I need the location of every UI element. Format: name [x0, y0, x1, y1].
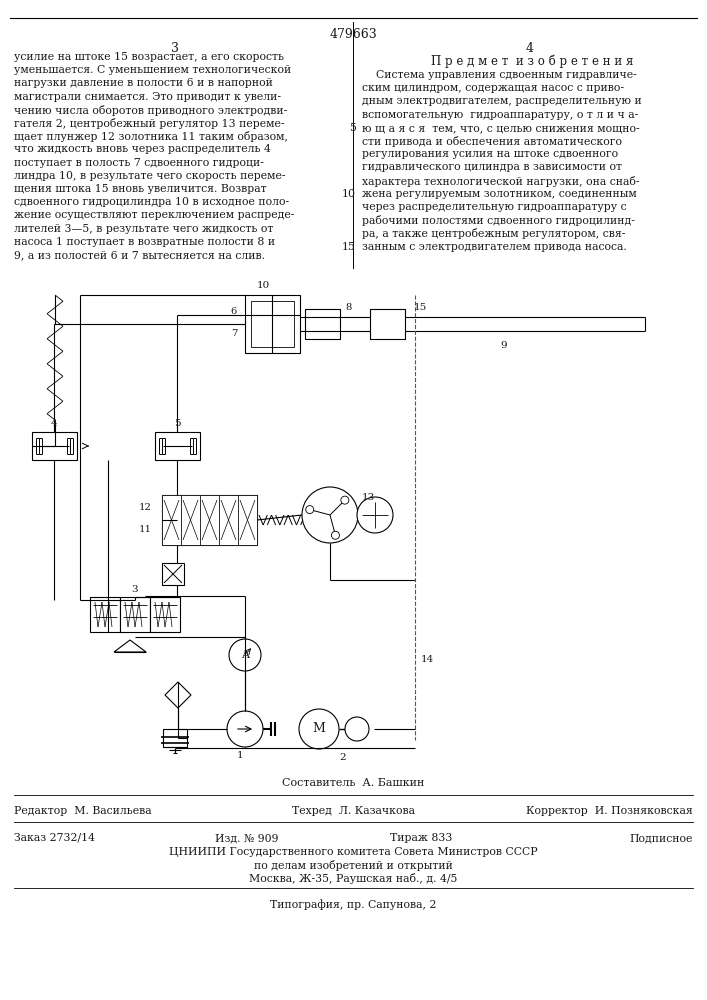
Text: ра, а также центробежным регулятором, свя-: ра, а также центробежным регулятором, св… [362, 228, 626, 239]
Text: 5: 5 [349, 123, 356, 133]
Text: поступает в полость 7 сдвоенного гидроци-: поступает в полость 7 сдвоенного гидроци… [14, 158, 264, 168]
Text: A: A [241, 650, 249, 660]
Bar [162, 495, 181, 545]
Text: Изд. № 909: Изд. № 909 [215, 833, 279, 843]
Bar [305, 309, 340, 339]
Text: 3: 3 [171, 42, 179, 55]
Bar [200, 495, 219, 545]
Bar [181, 495, 200, 545]
Text: Тираж 833: Тираж 833 [390, 833, 452, 843]
Circle shape [299, 709, 339, 749]
Text: 9: 9 [500, 342, 507, 351]
Text: 2: 2 [339, 752, 346, 762]
Text: Составитель  А. Башкин: Составитель А. Башкин [282, 778, 425, 788]
Text: Москва, Ж-35, Раушская наб., д. 4/5: Москва, Ж-35, Раушская наб., д. 4/5 [250, 873, 457, 884]
Circle shape [227, 711, 263, 747]
Text: сдвоенного гидроцилиндра 10 в исходное поло-: сдвоенного гидроцилиндра 10 в исходное п… [14, 197, 289, 207]
Text: 4: 4 [526, 42, 534, 55]
Circle shape [357, 497, 393, 533]
Text: через распределительную гидроаппаратуру с: через распределительную гидроаппаратуру … [362, 202, 626, 212]
Text: жена регулируемым золотником, соединенным: жена регулируемым золотником, соединенны… [362, 189, 637, 199]
Text: вспомогательную  гидроаппаратуру, о т л и ч а-: вспомогательную гидроаппаратуру, о т л и… [362, 110, 638, 120]
Text: 13: 13 [362, 492, 375, 502]
Bar [32, 432, 77, 460]
Bar [162, 563, 184, 585]
Text: чению числа оборотов приводного электродви-: чению числа оборотов приводного электрод… [14, 105, 287, 116]
Bar [120, 597, 150, 632]
Text: гателя 2, центробежный регулятор 13 переме-: гателя 2, центробежный регулятор 13 пере… [14, 118, 284, 129]
Circle shape [302, 487, 358, 543]
Text: щает плунжер 12 золотника 11 таким образом,: щает плунжер 12 золотника 11 таким образ… [14, 131, 288, 142]
Text: 479663: 479663 [329, 28, 378, 41]
Text: нагрузки давление в полости 6 и в напорной: нагрузки давление в полости 6 и в напорн… [14, 78, 273, 88]
Text: гидравлического цилиндра в зависимости от: гидравлического цилиндра в зависимости о… [362, 162, 622, 172]
Text: Заказ 2732/14: Заказ 2732/14 [14, 833, 95, 843]
Text: 5: 5 [174, 420, 180, 428]
Text: 4: 4 [51, 420, 57, 428]
Text: 1: 1 [237, 750, 243, 760]
Text: Техред  Л. Казачкова: Техред Л. Казачкова [292, 806, 415, 816]
Text: 12: 12 [139, 502, 152, 512]
Text: характера технологической нагрузки, она снаб-: характера технологической нагрузки, она … [362, 176, 640, 187]
Circle shape [332, 531, 339, 539]
Bar [370, 309, 405, 339]
Text: жение осуществляют переключением распреде-: жение осуществляют переключением распред… [14, 210, 294, 220]
Text: 14: 14 [421, 656, 434, 664]
Text: дным электродвигателем, распределительную и: дным электродвигателем, распределительну… [362, 96, 642, 106]
Text: по делам изобретений и открытий: по делам изобретений и открытий [254, 860, 453, 871]
Text: сти привода и обеспечения автоматического: сти привода и обеспечения автоматическог… [362, 136, 622, 147]
Text: уменьшается. С уменьшением технологической: уменьшается. С уменьшением технологическ… [14, 65, 291, 75]
Text: 6: 6 [230, 306, 237, 316]
Bar [238, 495, 257, 545]
Bar [162, 495, 257, 545]
Circle shape [345, 717, 369, 741]
Text: лителей 3—5, в результате чего жидкость от: лителей 3—5, в результате чего жидкость … [14, 224, 274, 234]
Text: 8: 8 [345, 302, 351, 312]
Text: Система управления сдвоенным гидравличе-: Система управления сдвоенным гидравличе- [362, 70, 637, 80]
Text: Типография, пр. Сапунова, 2: Типография, пр. Сапунова, 2 [270, 899, 437, 910]
Text: 10: 10 [342, 189, 356, 199]
Text: 15: 15 [414, 302, 426, 312]
Text: что жидкость вновь через распределитель 4: что жидкость вновь через распределитель … [14, 144, 271, 154]
Text: M: M [312, 722, 325, 736]
Text: Подписное: Подписное [630, 833, 693, 843]
Text: занным с электродвигателем привода насоса.: занным с электродвигателем привода насос… [362, 242, 626, 252]
Text: Редактор  М. Васильева: Редактор М. Васильева [14, 806, 151, 816]
Text: П р е д м е т  и з о б р е т е н и я: П р е д м е т и з о б р е т е н и я [431, 55, 633, 68]
Text: 3: 3 [132, 584, 139, 593]
Text: щения штока 15 вновь увеличится. Возврат: щения штока 15 вновь увеличится. Возврат [14, 184, 267, 194]
Bar [90, 597, 120, 632]
Text: магистрали снимается. Это приводит к увели-: магистрали снимается. Это приводит к уве… [14, 92, 281, 102]
Text: ским цилиндром, содержащая насос с приво-: ским цилиндром, содержащая насос с приво… [362, 83, 624, 93]
Text: 9, а из полостей 6 и 7 вытесняется на слив.: 9, а из полостей 6 и 7 вытесняется на сл… [14, 250, 265, 260]
Text: ЦНИИПИ Государственного комитета Совета Министров СССР: ЦНИИПИ Государственного комитета Совета … [169, 847, 538, 857]
Bar [245, 295, 300, 353]
Text: 11: 11 [139, 526, 152, 534]
Text: насоса 1 поступает в возвратные полости 8 и: насоса 1 поступает в возвратные полости … [14, 237, 275, 247]
Bar [219, 495, 238, 545]
Text: 10: 10 [257, 280, 269, 290]
Text: рабочими полостями сдвоенного гидроцилинд-: рабочими полостями сдвоенного гидроцилин… [362, 215, 635, 226]
Bar [155, 432, 200, 460]
Text: ю щ а я с я  тем, что, с целью снижения мощно-: ю щ а я с я тем, что, с целью снижения м… [362, 123, 640, 133]
Circle shape [341, 496, 349, 504]
Bar [163, 729, 187, 747]
Circle shape [305, 506, 314, 514]
Text: 15: 15 [342, 242, 356, 252]
Bar [150, 597, 180, 632]
Text: линдра 10, в результате чего скорость переме-: линдра 10, в результате чего скорость пе… [14, 171, 286, 181]
Text: регулирования усилия на штоке сдвоенного: регулирования усилия на штоке сдвоенного [362, 149, 618, 159]
Circle shape [229, 639, 261, 671]
Text: 7: 7 [230, 328, 237, 338]
Text: усилие на штоке 15 возрастает, а его скорость: усилие на штоке 15 возрастает, а его ско… [14, 52, 284, 62]
Text: Корректор  И. Позняковская: Корректор И. Позняковская [526, 806, 693, 816]
Bar [251, 301, 294, 347]
